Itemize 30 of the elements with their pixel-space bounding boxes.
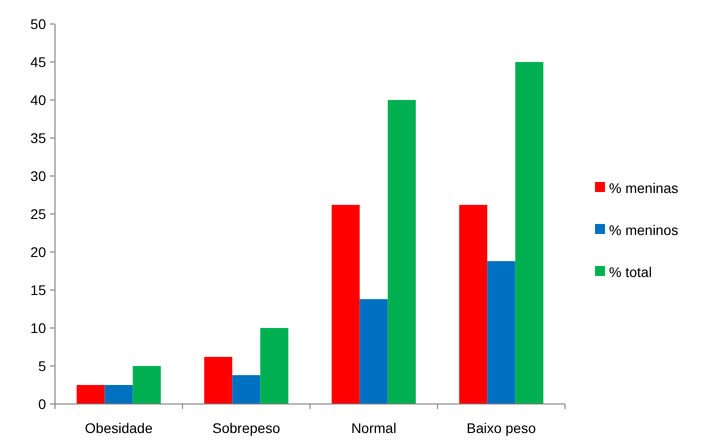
- x-tick-label: Sobrepeso: [212, 420, 280, 436]
- y-tick-label: 0: [38, 396, 46, 412]
- bar: [76, 385, 105, 404]
- y-tick-label: 50: [30, 16, 46, 32]
- legend-label: % total: [609, 264, 652, 280]
- legend-label: % meninos: [609, 222, 678, 238]
- bar: [232, 375, 260, 404]
- y-tick-label: 10: [30, 320, 46, 336]
- y-tick-label: 15: [30, 282, 46, 298]
- bar: [388, 100, 416, 404]
- y-tick-label: 25: [30, 206, 46, 222]
- bar: [487, 261, 516, 404]
- bar: [360, 299, 388, 404]
- y-tick-label: 40: [30, 92, 46, 108]
- bar: [260, 328, 288, 404]
- bar: [204, 356, 232, 404]
- y-tick-label: 20: [30, 244, 46, 260]
- x-tick-label: Baixo peso: [466, 420, 536, 436]
- bar: [332, 204, 360, 404]
- bar: [459, 204, 488, 404]
- x-tick-label: Obesidade: [84, 420, 153, 436]
- bar: [515, 62, 544, 404]
- y-tick-label: 45: [30, 54, 46, 70]
- x-tick-label: Normal: [351, 420, 396, 436]
- legend-label: % meninas: [609, 180, 678, 196]
- y-tick-label: 30: [30, 168, 46, 184]
- y-tick-label: 5: [38, 358, 46, 374]
- bar: [104, 385, 133, 404]
- bar: [132, 366, 161, 404]
- y-tick-label: 35: [30, 130, 46, 146]
